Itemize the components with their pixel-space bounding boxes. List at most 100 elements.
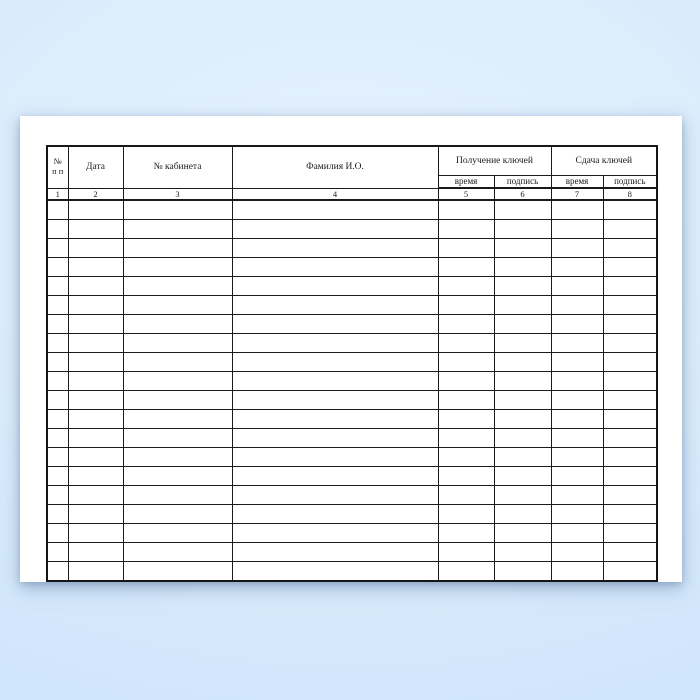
- blank-cell: [550, 447, 604, 467]
- blank-cell: [231, 276, 439, 296]
- blank-cell: [122, 219, 233, 239]
- blank-cell: [67, 371, 124, 391]
- blank-cell: [67, 390, 124, 410]
- header-cell-date: Дата: [67, 145, 124, 189]
- blank-cell: [46, 428, 69, 448]
- blank-cell: [550, 199, 604, 220]
- blank-cell: [67, 428, 124, 448]
- header-cell-row-number: № п п: [46, 145, 69, 189]
- blank-cell: [437, 238, 495, 258]
- blank-cell: [231, 257, 439, 277]
- blank-cell: [46, 314, 69, 334]
- blank-cell: [231, 238, 439, 258]
- blank-cell: [437, 276, 495, 296]
- blank-cell: [46, 295, 69, 315]
- blank-cell: [550, 238, 604, 258]
- blank-cell: [602, 199, 658, 220]
- column-number: 2: [67, 187, 124, 201]
- blank-row: [46, 295, 658, 315]
- blank-row: [46, 561, 658, 582]
- blank-cell: [67, 504, 124, 524]
- blank-cell: [550, 523, 604, 543]
- blank-row: [46, 238, 658, 258]
- column-number: 8: [602, 187, 658, 201]
- blank-cell: [122, 409, 233, 429]
- blank-cell: [122, 333, 233, 353]
- blank-cell: [602, 390, 658, 410]
- blank-cell: [231, 428, 439, 448]
- blank-cell: [46, 333, 69, 353]
- blank-cell: [493, 314, 552, 334]
- blank-cell: [550, 390, 604, 410]
- blank-cell: [122, 485, 233, 505]
- blank-cell: [550, 542, 604, 562]
- blank-cell: [602, 523, 658, 543]
- column-number: 4: [231, 187, 439, 201]
- blank-cell: [493, 561, 552, 582]
- blank-cell: [46, 352, 69, 372]
- blank-cell: [550, 333, 604, 353]
- blank-cell: [493, 466, 552, 486]
- blank-cell: [493, 523, 552, 543]
- blank-row: [46, 314, 658, 334]
- blank-cell: [493, 219, 552, 239]
- blank-cell: [122, 523, 233, 543]
- blank-cell: [550, 257, 604, 277]
- blank-cell: [46, 199, 69, 220]
- blank-cell: [437, 390, 495, 410]
- blank-row: [46, 257, 658, 277]
- blank-cell: [122, 199, 233, 220]
- subheader-receive-time: время: [437, 174, 495, 189]
- blank-cell: [46, 238, 69, 258]
- blank-cell: [231, 504, 439, 524]
- blank-cell: [231, 447, 439, 467]
- blank-cell: [46, 447, 69, 467]
- header-row-number-line1: №: [53, 156, 62, 167]
- blank-cell: [437, 428, 495, 448]
- blank-cell: [602, 428, 658, 448]
- blank-cell: [602, 466, 658, 486]
- blank-cell: [550, 371, 604, 391]
- blank-cell: [67, 466, 124, 486]
- key-log-table: № п п Дата № кабинета Фамилия И.О. Получ…: [46, 145, 659, 582]
- blank-cell: [231, 219, 439, 239]
- blank-row: [46, 219, 658, 239]
- blank-cell: [46, 390, 69, 410]
- blank-cell: [231, 409, 439, 429]
- blank-row: [46, 390, 658, 410]
- blank-cell: [67, 523, 124, 543]
- blank-cell: [122, 504, 233, 524]
- blank-cell: [437, 485, 495, 505]
- blank-cell: [493, 504, 552, 524]
- column-number: 3: [122, 187, 233, 201]
- blank-cell: [437, 504, 495, 524]
- column-number: 7: [550, 187, 604, 201]
- blank-cell: [493, 352, 552, 372]
- blank-row: [46, 542, 658, 562]
- subheader-return-signature: подпись: [602, 174, 658, 189]
- blank-cell: [67, 485, 124, 505]
- blank-cell: [122, 542, 233, 562]
- blank-cell: [602, 333, 658, 353]
- blank-cell: [67, 238, 124, 258]
- blank-cell: [122, 257, 233, 277]
- blank-row: [46, 371, 658, 391]
- blank-cell: [67, 352, 124, 372]
- subheader-receive-signature: подпись: [493, 174, 552, 189]
- blank-cell: [46, 219, 69, 239]
- blank-cell: [493, 447, 552, 467]
- header-cell-receive-keys: Получение ключей: [437, 145, 552, 176]
- blank-cell: [122, 352, 233, 372]
- blank-cell: [602, 409, 658, 429]
- header-cell-cabinet: № кабинета: [122, 145, 233, 189]
- blank-cell: [437, 199, 495, 220]
- blank-cell: [602, 352, 658, 372]
- blank-row: [46, 409, 658, 429]
- blank-cell: [493, 257, 552, 277]
- blank-cell: [46, 504, 69, 524]
- blank-row: [46, 428, 658, 448]
- blank-cell: [46, 542, 69, 562]
- blank-row: [46, 199, 658, 220]
- blank-cell: [122, 371, 233, 391]
- blank-cell: [437, 295, 495, 315]
